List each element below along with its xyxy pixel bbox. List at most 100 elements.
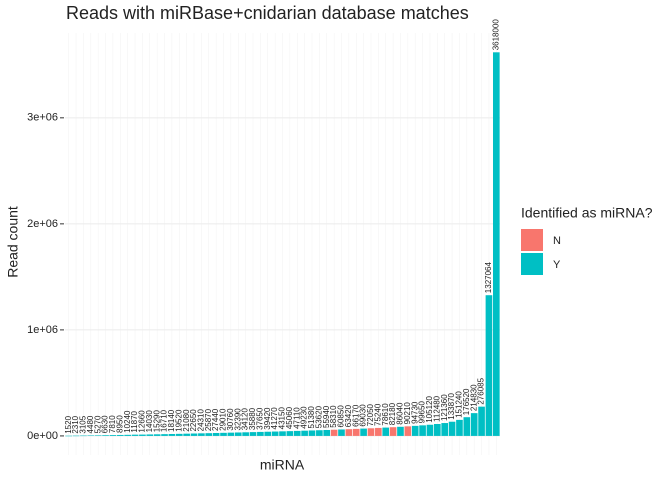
data-label: 37650 (255, 407, 264, 430)
data-label: 86040 (396, 402, 405, 425)
data-label: 69030 (359, 404, 368, 427)
data-label: 276085 (477, 377, 486, 404)
bar (175, 433, 183, 436)
data-label: 43150 (278, 407, 287, 430)
data-label: 151240 (455, 391, 464, 418)
data-label: 214830 (469, 384, 478, 411)
data-label: 29010 (219, 408, 228, 431)
bar (198, 433, 205, 436)
y-axis-label: Read count (5, 206, 21, 278)
legend-label: N (553, 235, 561, 247)
legend-key (521, 253, 543, 275)
bar (72, 435, 80, 437)
chart-title: Reads with miRBase+cnidarian database ma… (66, 3, 469, 23)
data-label: 53620 (314, 405, 323, 428)
bar (264, 431, 272, 436)
data-label: 34120 (241, 407, 250, 430)
data-label: 133870 (447, 392, 456, 419)
bar (293, 430, 301, 436)
bar (279, 431, 286, 436)
bar (330, 429, 338, 436)
bar (485, 295, 493, 436)
data-label: 12660 (138, 410, 147, 433)
data-label: 5270 (93, 415, 102, 433)
bar (257, 431, 264, 436)
x-axis-label: miRNA (260, 457, 305, 473)
bar (375, 427, 382, 436)
y-tick-label: 1e+06 (27, 324, 58, 336)
bar (360, 428, 367, 436)
bar (249, 432, 257, 436)
bar (419, 425, 426, 436)
data-label: 30760 (226, 408, 235, 431)
bar (478, 406, 485, 436)
data-label: 82180 (388, 402, 397, 425)
bar (87, 435, 95, 436)
data-label: 25870 (204, 408, 213, 431)
y-tick-label: 2e+06 (27, 218, 58, 230)
data-label: 19520 (174, 409, 183, 432)
data-label: 49230 (300, 406, 309, 429)
bar (426, 424, 434, 436)
data-label: 32390 (233, 408, 242, 431)
data-label: 14030 (145, 410, 154, 433)
data-label: 11870 (130, 410, 139, 432)
data-label: 22650 (189, 409, 198, 432)
data-label: 8950 (115, 415, 124, 433)
bar (242, 432, 249, 436)
data-label: 1327064 (484, 262, 493, 294)
data-label: 27440 (211, 408, 220, 431)
bar (234, 432, 242, 436)
bar (286, 431, 294, 436)
bar (131, 434, 139, 436)
data-label: 15290 (152, 409, 161, 432)
bar (190, 433, 198, 436)
bar (301, 430, 308, 436)
data-label: 58310 (329, 405, 338, 428)
bar (382, 427, 390, 436)
data-label: 4480 (86, 415, 95, 433)
bar (220, 432, 227, 436)
bar (411, 425, 419, 436)
data-label: 66170 (351, 404, 360, 427)
legend-title: Identified as miRNA? (521, 205, 653, 221)
data-label: 3105 (79, 415, 88, 433)
bar (323, 429, 331, 436)
data-label: 105120 (425, 396, 434, 423)
bar (397, 426, 404, 436)
bar (271, 431, 279, 436)
data-label: 63420 (344, 404, 353, 427)
bar (146, 434, 154, 436)
data-label: 90210 (403, 402, 412, 425)
bar (389, 427, 397, 436)
bar (124, 434, 131, 436)
bar (338, 429, 345, 436)
bar (404, 426, 412, 436)
bar (212, 433, 220, 436)
legend-label: Y (553, 259, 561, 271)
bar (161, 434, 168, 436)
data-label: 176520 (462, 388, 471, 415)
data-label: 16710 (160, 409, 169, 432)
bar (227, 432, 235, 436)
data-label: 72050 (366, 403, 375, 426)
bar (80, 435, 87, 437)
data-label: 41270 (270, 407, 279, 430)
data-label: 47110 (292, 407, 301, 429)
legend-key (521, 229, 543, 251)
data-label: 1520 (64, 415, 73, 433)
bar (109, 435, 117, 436)
data-label: 39420 (263, 407, 272, 430)
bar (367, 428, 375, 436)
data-label: 60850 (337, 405, 346, 428)
y-tick-label: 0e+00 (27, 430, 58, 442)
data-label: 7810 (108, 415, 117, 433)
data-label: 55940 (322, 405, 331, 428)
data-label: 3618000 (491, 19, 500, 51)
bar (205, 433, 213, 436)
data-label: 78610 (381, 403, 390, 426)
bar (139, 434, 146, 436)
data-label: 2310 (71, 415, 80, 433)
bar (65, 435, 73, 437)
